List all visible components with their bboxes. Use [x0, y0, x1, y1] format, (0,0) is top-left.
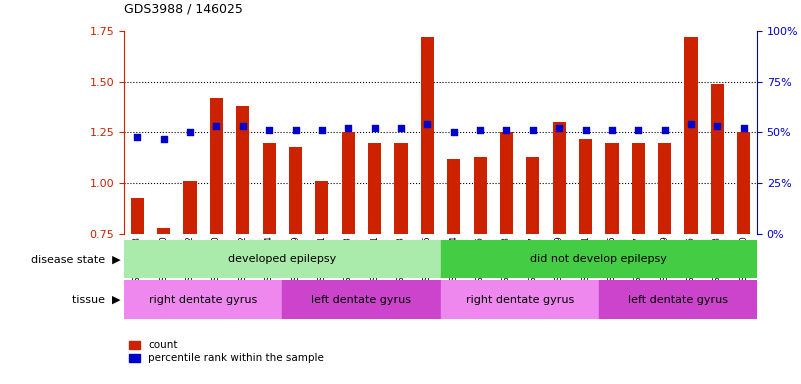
Point	[473, 127, 486, 134]
Text: tissue  ▶: tissue ▶	[71, 295, 120, 305]
Bar	[598, 280, 757, 319]
Bar	[473, 157, 487, 234]
Point	[579, 127, 592, 134]
Bar	[316, 181, 328, 234]
Point	[210, 123, 223, 129]
Text: right dentate gyrus: right dentate gyrus	[149, 295, 257, 305]
Bar	[526, 157, 539, 234]
Bar	[441, 240, 757, 278]
Bar	[183, 181, 197, 234]
Bar	[606, 143, 618, 234]
Bar	[710, 84, 724, 234]
Text: disease state  ▶: disease state ▶	[30, 254, 120, 264]
Bar	[579, 139, 592, 234]
Bar	[131, 198, 144, 234]
Text: GDS3988 / 146025: GDS3988 / 146025	[124, 2, 243, 15]
Bar	[124, 240, 441, 278]
Point	[316, 127, 328, 134]
Bar	[553, 122, 566, 234]
Point	[500, 127, 513, 134]
Text: developed epilepsy: developed epilepsy	[228, 254, 336, 264]
Bar	[236, 106, 249, 234]
Text: did not develop epilepsy: did not develop epilepsy	[530, 254, 667, 264]
Bar	[394, 143, 408, 234]
Legend: count, percentile rank within the sample: count, percentile rank within the sample	[130, 340, 324, 363]
Bar	[289, 147, 302, 234]
Bar	[632, 143, 645, 234]
Point	[395, 125, 408, 131]
Point	[421, 121, 434, 127]
Point	[236, 123, 249, 129]
Point	[263, 127, 276, 134]
Bar	[421, 37, 434, 234]
Bar	[441, 280, 598, 319]
Point	[157, 136, 170, 142]
Text: left dentate gyrus: left dentate gyrus	[628, 295, 728, 305]
Bar	[658, 143, 671, 234]
Point	[526, 127, 539, 134]
Bar	[447, 159, 461, 234]
Bar	[342, 132, 355, 234]
Point	[711, 123, 724, 129]
Bar	[500, 132, 513, 234]
Point	[183, 129, 196, 136]
Point	[553, 125, 566, 131]
Point	[131, 134, 143, 140]
Bar	[157, 228, 171, 234]
Point	[658, 127, 671, 134]
Bar	[282, 280, 441, 319]
Text: left dentate gyrus: left dentate gyrus	[312, 295, 412, 305]
Point	[289, 127, 302, 134]
Point	[342, 125, 355, 131]
Point	[447, 129, 460, 136]
Text: right dentate gyrus: right dentate gyrus	[465, 295, 574, 305]
Point	[606, 127, 618, 134]
Bar	[684, 37, 698, 234]
Bar	[263, 143, 276, 234]
Bar	[737, 132, 751, 234]
Point	[632, 127, 645, 134]
Bar	[368, 143, 381, 234]
Point	[685, 121, 698, 127]
Bar	[210, 98, 223, 234]
Bar	[124, 280, 282, 319]
Point	[368, 125, 381, 131]
Point	[738, 125, 751, 131]
